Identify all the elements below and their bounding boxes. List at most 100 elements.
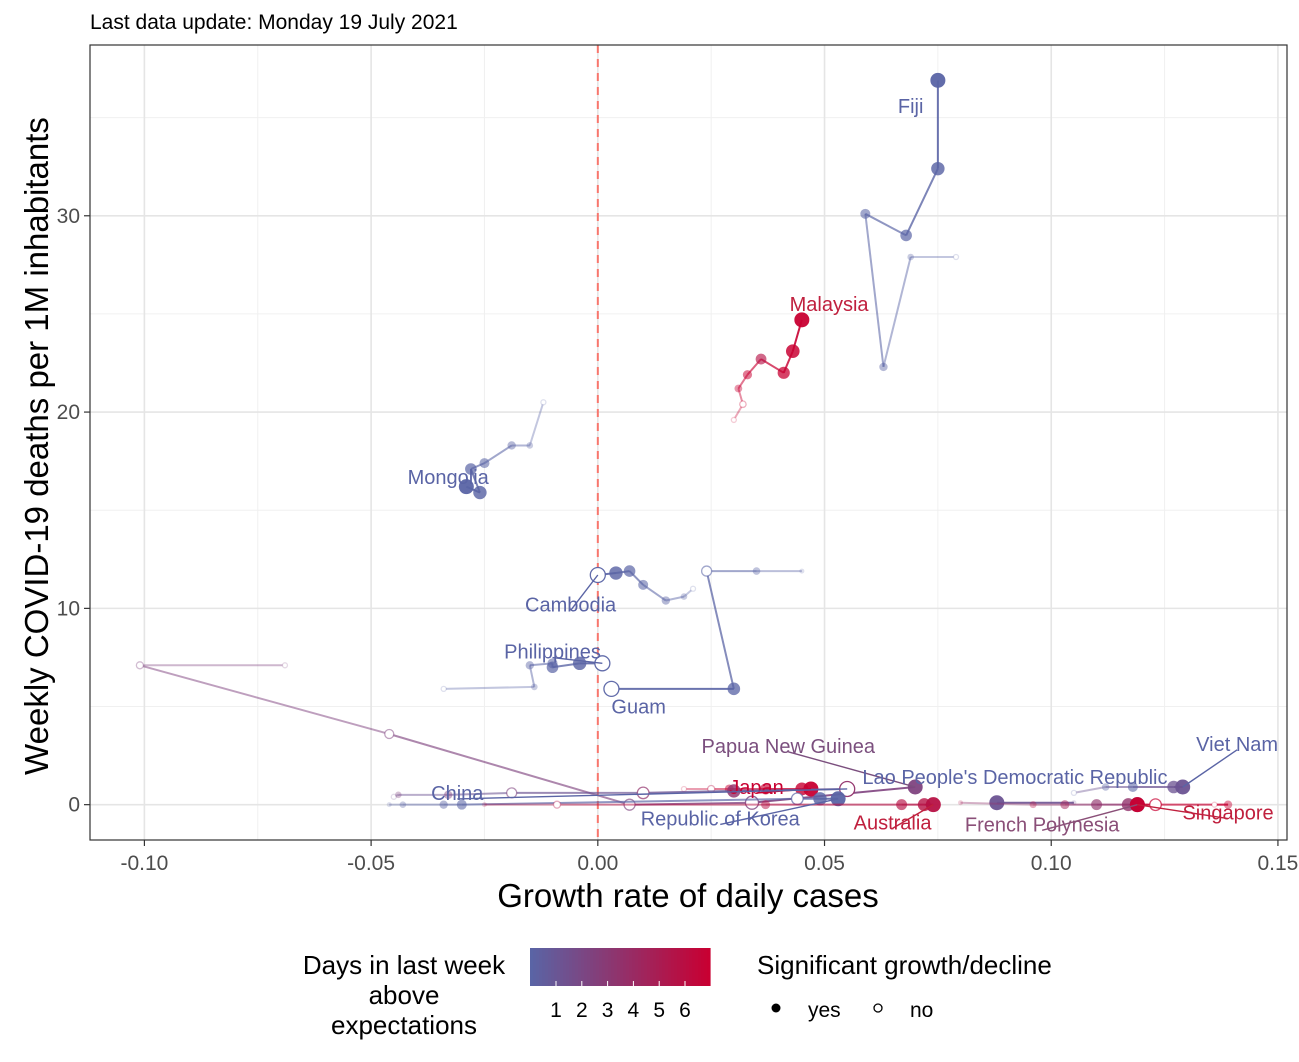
data-point — [507, 441, 516, 450]
y-tick-label: 30 — [57, 205, 80, 228]
series-fiji — [860, 72, 960, 372]
series-mongolia — [458, 399, 547, 500]
color-bar-segment — [626, 948, 630, 986]
data-point — [799, 568, 805, 574]
data-point — [879, 362, 888, 372]
color-bar-segment — [581, 948, 585, 986]
data-point-nonsignificant — [952, 253, 960, 261]
data-point — [1223, 800, 1233, 809]
data-point — [1029, 801, 1037, 809]
country-label: Viet Nam — [1196, 734, 1278, 756]
data-point — [465, 463, 477, 475]
data-point — [661, 596, 671, 605]
color-bar-segment — [671, 948, 675, 986]
trajectory-segment — [665, 595, 685, 602]
label-leader-line — [1182, 749, 1238, 788]
data-point — [399, 801, 407, 808]
data-point-nonsignificant — [689, 585, 697, 592]
data-point-nonsignificant — [1211, 801, 1218, 808]
trajectory-segment — [905, 168, 939, 236]
color-bar-segment — [590, 948, 594, 986]
grid-lines — [90, 45, 1287, 840]
data-point-nonsignificant — [552, 800, 562, 809]
x-axis-ticks: -0.10 -0.05 0.00 0.05 0.10 0.15 — [120, 840, 1298, 875]
data-point — [1101, 783, 1110, 791]
data-point-nonsignificant — [700, 565, 713, 577]
color-bar-segment — [623, 948, 627, 986]
data-point — [473, 485, 487, 500]
data-point — [546, 661, 559, 674]
country-label: Fiji — [898, 96, 924, 118]
color-bar-segment — [614, 948, 618, 986]
color-legend-label: 6 — [679, 999, 691, 1022]
color-legend-title-line2: above — [369, 980, 440, 1010]
color-bar-segment — [659, 948, 663, 986]
color-gradient-bar — [530, 948, 711, 986]
data-point — [896, 799, 908, 811]
country-label: Singapore — [1182, 803, 1273, 825]
color-bar-segment — [530, 948, 534, 986]
country-label: China — [431, 783, 484, 805]
color-bar-segment — [695, 948, 699, 986]
x-tick-label: -0.10 — [120, 852, 168, 875]
series-layer — [135, 72, 1233, 813]
color-bar-segment — [548, 948, 552, 986]
color-bar-segment — [596, 948, 600, 986]
shape-legend-title: Significant growth/decline — [757, 950, 1052, 980]
data-point — [680, 593, 688, 600]
label-leader-line — [457, 788, 848, 800]
country-label: Japan — [729, 777, 784, 799]
color-bar-segment — [584, 948, 588, 986]
trajectory-segment — [705, 570, 735, 690]
trajectory-segment — [483, 444, 513, 464]
trajectory-segment — [1073, 786, 1106, 794]
data-point — [439, 800, 448, 809]
country-label: Cambodia — [525, 594, 617, 616]
trajectory-segment — [864, 213, 885, 368]
country-label: Republic of Korea — [641, 808, 801, 830]
series-guam — [603, 565, 805, 698]
data-point — [900, 229, 912, 242]
data-point — [609, 566, 623, 580]
color-legend-label: 1 — [550, 999, 562, 1022]
color-bar-segment — [608, 948, 612, 986]
color-bar-segment — [635, 948, 639, 986]
data-point — [958, 800, 964, 806]
series-malaysia — [730, 312, 810, 424]
trajectory-segment — [528, 665, 536, 688]
shape-legend-yes-label: yes — [808, 999, 841, 1022]
country-labels: Fiji Malaysia Mongolia Cambodia Guam Philippi… — [408, 96, 1278, 836]
color-bar-segment — [668, 948, 672, 986]
trajectory-segment — [528, 401, 545, 446]
data-point-nonsignificant — [384, 728, 395, 740]
x-tick-label: 0.10 — [1031, 852, 1072, 875]
data-point-nonsignificant — [603, 680, 620, 698]
data-point — [794, 312, 810, 328]
color-bar-segment — [578, 948, 582, 986]
color-bar-segment — [557, 948, 561, 986]
label-leader-line — [892, 804, 934, 829]
data-point — [481, 802, 487, 808]
data-point — [727, 682, 741, 696]
color-legend-title-line3: expectations — [331, 1010, 477, 1040]
x-tick-label: 0.00 — [577, 852, 618, 875]
data-point-nonsignificant — [281, 662, 289, 669]
trajectory-segment — [864, 212, 907, 237]
data-point — [989, 795, 1005, 811]
data-point — [930, 72, 946, 88]
label-leader-line — [720, 798, 839, 826]
data-point — [531, 683, 538, 691]
color-bar-segment — [545, 948, 549, 986]
data-point-nonsignificant — [1070, 789, 1078, 797]
x-axis-title: Growth rate of daily cases — [497, 877, 879, 914]
shape-legend-no-marker — [873, 1003, 883, 1013]
color-bar-segment — [620, 948, 624, 986]
color-bar-segment — [704, 948, 708, 986]
data-point — [755, 353, 767, 365]
data-point — [623, 565, 636, 577]
color-bar-segment — [665, 948, 669, 986]
shape-legend-no-label: no — [910, 999, 933, 1022]
